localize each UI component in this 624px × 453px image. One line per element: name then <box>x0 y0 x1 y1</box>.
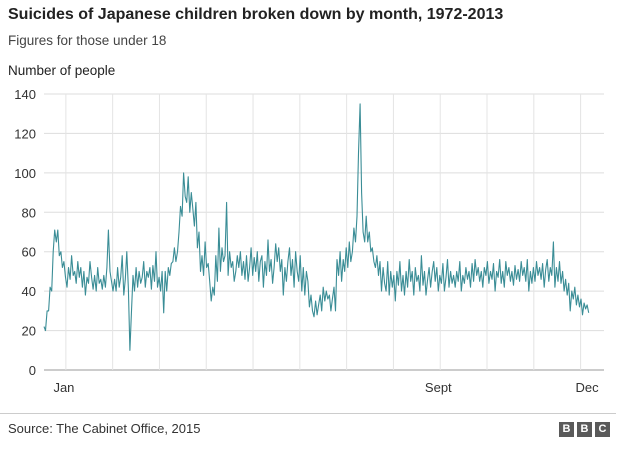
x-axis: Jan Sept Dec <box>53 380 599 395</box>
y-tick-label-20: 20 <box>22 324 36 339</box>
y-axis: 0 20 40 60 80 100 120 140 <box>14 87 36 378</box>
bbc-logo-letter-2: B <box>577 422 592 437</box>
source-note: Source: The Cabinet Office, 2015 <box>8 421 201 436</box>
bbc-logo-letter-3: C <box>595 422 610 437</box>
chart-subtitle: Figures for those under 18 <box>8 33 167 48</box>
footer-divider <box>0 413 616 414</box>
y-axis-label: Number of people <box>8 63 116 78</box>
chart-title: Suicides of Japanese children broken dow… <box>8 6 504 23</box>
x-tick-label-dec: Dec <box>576 380 600 395</box>
y-tick-label-100: 100 <box>14 166 36 181</box>
y-tick-label-120: 120 <box>14 126 36 141</box>
x-tick-label-jan: Jan <box>53 380 74 395</box>
y-tick-label-40: 40 <box>22 284 36 299</box>
line-chart: 0 20 40 60 80 100 120 140 Jan Sept Dec <box>14 87 604 395</box>
y-tick-label-60: 60 <box>22 245 36 260</box>
grid <box>44 93 604 371</box>
x-tick-label-sept: Sept <box>425 380 452 395</box>
bbc-logo: B B C <box>559 422 610 437</box>
y-tick-label-80: 80 <box>22 205 36 220</box>
series-line-1 <box>43 103 590 351</box>
bbc-logo-letter-1: B <box>559 422 574 437</box>
y-tick-label-0: 0 <box>29 363 36 378</box>
series-group <box>43 103 590 351</box>
y-tick-label-140: 140 <box>14 87 36 102</box>
